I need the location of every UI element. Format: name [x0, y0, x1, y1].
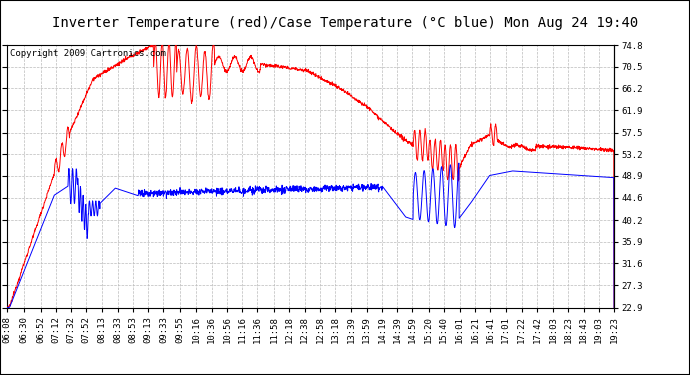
Text: Copyright 2009 Cartronics.com: Copyright 2009 Cartronics.com — [10, 49, 166, 58]
Text: Inverter Temperature (red)/Case Temperature (°C blue) Mon Aug 24 19:40: Inverter Temperature (red)/Case Temperat… — [52, 15, 638, 30]
